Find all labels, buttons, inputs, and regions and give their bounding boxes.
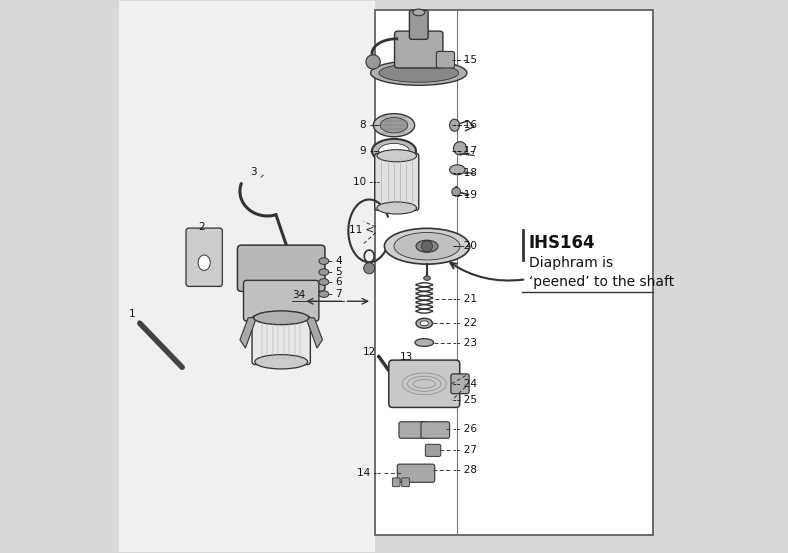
Text: -- 25: -- 25 [453, 395, 478, 405]
Text: 3: 3 [251, 167, 257, 177]
Circle shape [453, 142, 466, 155]
Ellipse shape [319, 279, 329, 285]
FancyBboxPatch shape [186, 228, 222, 286]
Text: - 6: - 6 [329, 277, 343, 287]
Text: IHS164: IHS164 [529, 234, 596, 253]
Ellipse shape [385, 228, 470, 264]
Text: - 4: - 4 [329, 256, 343, 266]
Text: 12: 12 [363, 347, 377, 357]
Circle shape [364, 263, 375, 274]
FancyBboxPatch shape [410, 10, 428, 39]
Ellipse shape [378, 143, 410, 159]
FancyBboxPatch shape [392, 478, 400, 487]
Ellipse shape [416, 319, 433, 328]
Ellipse shape [255, 354, 307, 369]
Text: 13: 13 [400, 352, 413, 362]
FancyBboxPatch shape [451, 374, 469, 394]
Ellipse shape [450, 165, 465, 175]
Text: -- 26: -- 26 [453, 425, 478, 435]
Text: 8 --: 8 -- [359, 120, 377, 130]
Ellipse shape [372, 139, 416, 163]
Ellipse shape [450, 119, 459, 131]
Text: 2: 2 [198, 222, 205, 232]
Ellipse shape [319, 258, 329, 264]
FancyBboxPatch shape [426, 444, 440, 456]
Text: Diaphram is: Diaphram is [529, 255, 613, 270]
Text: -- 20: -- 20 [453, 241, 478, 251]
Ellipse shape [377, 150, 417, 162]
FancyBboxPatch shape [375, 154, 418, 210]
Ellipse shape [370, 60, 467, 85]
Ellipse shape [420, 321, 429, 326]
Ellipse shape [415, 338, 433, 346]
Ellipse shape [394, 232, 460, 260]
Ellipse shape [379, 64, 459, 82]
FancyBboxPatch shape [243, 280, 319, 321]
Text: -- 15: -- 15 [453, 55, 478, 65]
Ellipse shape [413, 9, 425, 15]
FancyBboxPatch shape [397, 464, 435, 482]
Text: -- 19: -- 19 [453, 190, 478, 200]
Text: -- 18: -- 18 [453, 168, 478, 178]
Ellipse shape [381, 117, 407, 133]
FancyBboxPatch shape [399, 422, 428, 439]
FancyBboxPatch shape [402, 478, 410, 487]
Polygon shape [306, 318, 322, 348]
Text: -- 23: -- 23 [453, 337, 478, 347]
Ellipse shape [198, 255, 210, 270]
FancyBboxPatch shape [252, 316, 310, 364]
Text: 11 <: 11 < [350, 225, 375, 234]
Text: -- 17: -- 17 [453, 146, 478, 156]
Text: -- 27: -- 27 [453, 445, 478, 455]
Polygon shape [240, 318, 256, 348]
Text: -- 16: -- 16 [453, 120, 478, 130]
Ellipse shape [319, 269, 329, 275]
FancyBboxPatch shape [395, 31, 443, 68]
FancyBboxPatch shape [119, 2, 375, 551]
Text: 9 --: 9 -- [359, 146, 377, 156]
Ellipse shape [416, 240, 438, 252]
Ellipse shape [319, 291, 329, 298]
Ellipse shape [424, 276, 430, 280]
FancyBboxPatch shape [388, 360, 459, 408]
FancyBboxPatch shape [237, 245, 325, 291]
FancyBboxPatch shape [421, 422, 450, 439]
Text: - 5: - 5 [329, 267, 343, 277]
FancyBboxPatch shape [119, 2, 373, 551]
Text: - 7: - 7 [329, 289, 343, 299]
Text: 14 --: 14 -- [357, 468, 381, 478]
Text: -- 21: -- 21 [453, 294, 478, 304]
Text: 10 --: 10 -- [353, 177, 377, 187]
Circle shape [422, 241, 433, 252]
Text: -- 24: -- 24 [453, 379, 478, 389]
FancyBboxPatch shape [437, 51, 455, 68]
Text: -- 22: -- 22 [453, 319, 478, 328]
Text: 34: 34 [292, 290, 306, 300]
Ellipse shape [377, 202, 417, 214]
Text: -- 28: -- 28 [453, 465, 478, 475]
Ellipse shape [254, 311, 309, 325]
Text: 1: 1 [128, 309, 136, 319]
Circle shape [452, 187, 460, 196]
Ellipse shape [374, 113, 414, 137]
Circle shape [366, 55, 381, 69]
FancyBboxPatch shape [375, 9, 652, 535]
Text: ‘peened’ to the shaft: ‘peened’ to the shaft [529, 275, 674, 289]
